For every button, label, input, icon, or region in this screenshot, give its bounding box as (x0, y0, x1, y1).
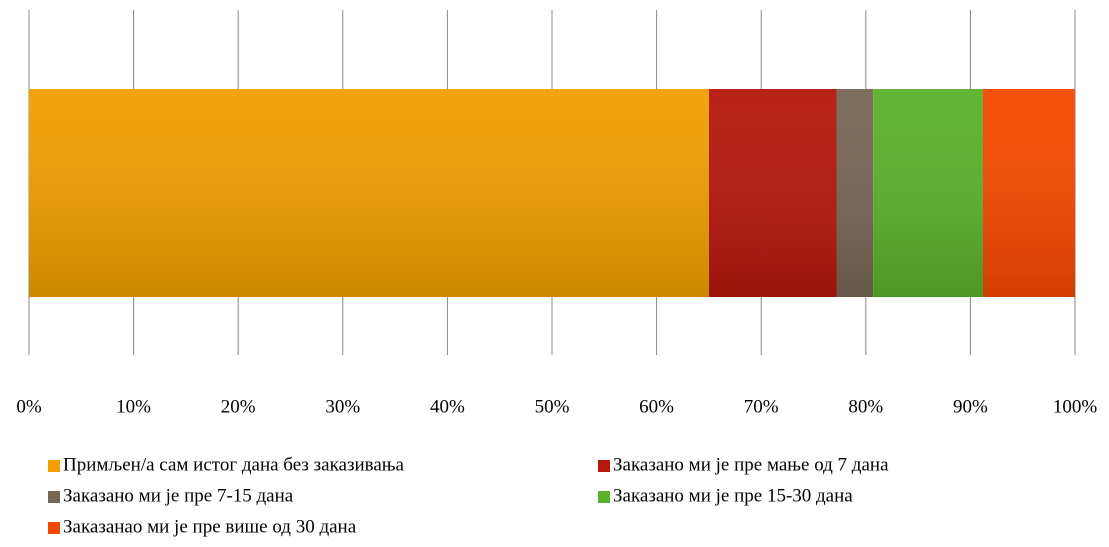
legend-label: Заказано ми је пре 7-15 дана (63, 485, 294, 506)
bar-shade (708, 89, 837, 297)
bar-shade (836, 89, 874, 297)
x-tick-label: 50% (535, 396, 570, 417)
bar-shade (29, 89, 709, 297)
x-tick-label: 0% (16, 396, 42, 417)
x-tick-label: 100% (1053, 396, 1098, 417)
x-tick-label: 90% (953, 396, 988, 417)
legend-label: Заказанао ми је пре више од 30 дана (63, 516, 357, 537)
x-tick-label: 40% (430, 396, 465, 417)
legend-swatch (598, 491, 610, 503)
bar-shade (873, 89, 983, 297)
x-tick-label: 70% (744, 396, 779, 417)
x-tick-label: 30% (325, 396, 360, 417)
x-tick-label: 10% (116, 396, 151, 417)
x-tick-label: 60% (639, 396, 674, 417)
legend-swatch (48, 460, 60, 472)
legend-swatch (48, 522, 60, 534)
legend-swatch (48, 491, 60, 503)
x-tick-label: 80% (848, 396, 883, 417)
legend-label: Заказано ми је пре мање од 7 дана (613, 454, 889, 475)
bar-shade (982, 89, 1075, 297)
legend-label: Примљен/а сам истог дана без заказивања (63, 454, 405, 475)
x-tick-label: 20% (221, 396, 256, 417)
legend-label: Заказано ми је пре 15-30 дана (613, 485, 853, 506)
legend-swatch (598, 460, 610, 472)
